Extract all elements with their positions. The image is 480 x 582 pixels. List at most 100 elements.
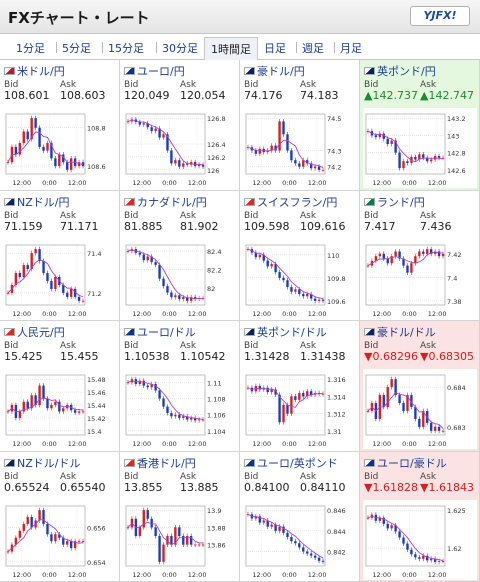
- candle-body: [306, 551, 309, 554]
- chart-svg: 71.4 71.2 12:00 0:00 12:00: [5, 244, 101, 318]
- plot-frame: [5, 374, 86, 436]
- pair-link[interactable]: 英ポンド/円: [364, 63, 436, 79]
- candle-body: [193, 162, 197, 166]
- rate-cell[interactable]: ランド/円 Bid Ask 7.417 7.436 7.42 7.4 7.38 12:00 0:0…: [360, 190, 480, 321]
- pair-link[interactable]: スイスフラン/円: [244, 194, 337, 210]
- y-tick-label: 1.104: [207, 428, 226, 436]
- x-tick-label: 0:00: [402, 310, 417, 318]
- candle-body: [306, 293, 309, 296]
- chart-svg: 0.846 0.844 0.842 12:00 0:00 12:00: [245, 505, 346, 579]
- candle-body: [54, 158, 57, 167]
- x-tick-label: 12:00: [308, 571, 327, 579]
- bid-label: Bid: [124, 80, 139, 90]
- bid-label: Bid: [4, 471, 19, 482]
- tab-7[interactable]: 月足: [340, 42, 362, 55]
- plot-frame: [5, 505, 86, 566]
- tab-6[interactable]: 週足: [302, 42, 324, 55]
- rate-cell[interactable]: 豪ドル/ドル Bid Ask ▼0.68296 ▼0.68305 0.684 0.683 12…: [360, 321, 480, 452]
- tab-1[interactable]: 5分足: [62, 42, 91, 55]
- rate-cell[interactable]: カナダドル/円 Bid Ask 81.885 81.902 82.4 82.2 82 12:00…: [120, 190, 240, 321]
- candle-body: [26, 131, 29, 140]
- rate-chart[interactable]: 143.2 143 142.8 142.6 12:00 0:00 12:00: [363, 108, 477, 188]
- rate-chart[interactable]: 15.48 15.46 15.44 15.42 15.4 12:00 0:00 12:00: [3, 369, 117, 449]
- ask-value: 0.84110: [300, 480, 346, 494]
- rate-chart[interactable]: 1.316 1.314 1.312 1.31 12:00 0:00 12:00: [243, 369, 357, 449]
- rate-chart[interactable]: 74.5 74.3 74.2 12:00 0:00 12:00: [243, 108, 357, 188]
- pair-name: NZドル/ドル: [17, 456, 81, 470]
- rate-cell[interactable]: ユーロ/円 Bid Ask 120.049 120.054 126.8 126.4 126.2…: [120, 60, 240, 191]
- candle-body: [382, 133, 385, 139]
- rate-cell[interactable]: 人民元/円 Bid Ask 15.425 15.455 15.48 15.46 15.44 15…: [0, 321, 120, 452]
- tab-3[interactable]: 30分足: [162, 42, 198, 55]
- bid-label: Bid: [244, 341, 259, 351]
- candle-body: [309, 553, 313, 556]
- rate-cell[interactable]: NZドル/円 Bid Ask 71.159 71.171 71.4 71.2 12:00 0:0…: [0, 190, 120, 321]
- rate-chart[interactable]: 0.846 0.844 0.842 12:00 0:00 12:00: [243, 499, 357, 580]
- rate-chart[interactable]: 126.8 126.4 126.2 126 12:00 0:00 12:00: [123, 108, 237, 188]
- pair-link[interactable]: ユーロ/ドル: [124, 324, 196, 340]
- tab-2[interactable]: 15分足: [108, 42, 144, 55]
- y-tick-label: 82.2: [207, 266, 221, 274]
- rate-cell[interactable]: 英ポンド/ドル Bid Ask 1.31428 1.31438 1.316 1.314 1.3…: [240, 321, 360, 452]
- candle-body: [254, 252, 258, 257]
- rate-cell[interactable]: NZドル/ドル Bid Ask 0.65524 0.65540 0.656 0.654 12:…: [0, 451, 120, 582]
- pair-link[interactable]: 豪ドル/円: [244, 63, 305, 79]
- tab-5[interactable]: 日足: [264, 42, 286, 55]
- candle-body: [270, 263, 273, 266]
- candle-body: [426, 248, 429, 254]
- rate-chart[interactable]: 110 109.8 109.6 12:00 0:00 12:00: [243, 238, 357, 319]
- candle-body: [278, 121, 281, 151]
- pair-link[interactable]: 英ポンド/ドル: [244, 324, 327, 340]
- x-tick-label: 12:00: [252, 179, 271, 187]
- pair-link[interactable]: NZドル/円: [4, 194, 69, 210]
- rate-chart[interactable]: 71.4 71.2 12:00 0:00 12:00: [3, 238, 117, 319]
- candle-body: [382, 395, 385, 407]
- candle-body: [6, 551, 10, 552]
- x-tick-label: 0:00: [42, 179, 57, 187]
- candle-body: [34, 248, 37, 253]
- pair-link[interactable]: 米ドル/円: [4, 63, 65, 79]
- candle-body: [286, 279, 289, 287]
- pair-link[interactable]: ユーロ/英ポンド: [244, 455, 338, 471]
- ask-label: Ask: [420, 341, 437, 351]
- rate-chart[interactable]: 108.8 108.6 12:00 0:00 12:00: [3, 108, 117, 188]
- candle-body: [422, 250, 425, 254]
- rate-chart[interactable]: 0.684 0.683 12:00 0:00 12:00: [363, 369, 477, 449]
- chart-svg: 13.9 13.88 13.86 12:00 0:00 12:00: [125, 505, 226, 579]
- pair-link[interactable]: ユーロ/円: [124, 63, 185, 79]
- flag-icon: [364, 67, 375, 75]
- candle-body: [313, 166, 317, 169]
- candle-body: [46, 272, 49, 281]
- pair-link[interactable]: 豪ドル/ドル: [364, 324, 436, 340]
- ask-value: 81.902: [180, 219, 219, 233]
- pair-link[interactable]: ユーロ/豪ドル: [364, 455, 447, 471]
- rate-cell[interactable]: 英ポンド/円 Bid Ask ▲142.737 ▲142.747 143.2 143 142.…: [360, 60, 480, 191]
- rate-chart[interactable]: 1.11 1.108 1.106 1.104 12:00 0:00 12:00: [123, 369, 237, 449]
- candle-body: [42, 260, 45, 273]
- rate-cell[interactable]: 米ドル/円 Bid Ask 108.601 108.603 108.8 108.6 12:00…: [0, 60, 120, 191]
- pair-link[interactable]: 香港ドル/円: [124, 455, 196, 471]
- pair-link[interactable]: NZドル/ドル: [4, 455, 80, 471]
- bid-label: Bid: [4, 210, 19, 221]
- rate-cell[interactable]: ユーロ/豪ドル Bid Ask ▼1.61828 ▼1.61843 1.625 1.62 12…: [360, 451, 480, 582]
- x-tick-label: 12:00: [188, 310, 207, 318]
- candle-body: [402, 258, 405, 266]
- yjfx-logo[interactable]: YJFX!: [410, 6, 470, 26]
- pair-link[interactable]: ランド/円: [364, 194, 425, 210]
- candle-body: [62, 537, 65, 545]
- rate-cell[interactable]: 豪ドル/円 Bid Ask 74.176 74.183 74.5 74.3 74.2 12:00…: [240, 60, 360, 191]
- rate-cell[interactable]: ユーロ/ドル Bid Ask 1.10538 1.10542 1.11 1.108 1.106…: [120, 321, 240, 452]
- rate-chart[interactable]: 13.9 13.88 13.86 12:00 0:00 12:00: [123, 499, 237, 580]
- pair-link[interactable]: 人民元/円: [4, 324, 65, 340]
- tab-0[interactable]: 1分足: [16, 42, 45, 55]
- rate-chart[interactable]: 82.4 82.2 82 12:00 0:00 12:00: [123, 238, 237, 319]
- rate-cell[interactable]: スイスフラン/円 Bid Ask 109.598 109.616 110 109.8 109.…: [240, 190, 360, 321]
- rate-cell[interactable]: 香港ドル/円 Bid Ask 13.855 13.885 13.9 13.88 13.86 12…: [120, 451, 240, 582]
- pair-link[interactable]: カナダドル/円: [124, 194, 207, 210]
- rate-chart[interactable]: 1.625 1.62 12:00 0:00 12:00: [363, 499, 477, 580]
- rate-cell[interactable]: ユーロ/英ポンド Bid Ask 0.84100 0.84110 0.846 0.844 0.…: [240, 451, 360, 582]
- rate-chart[interactable]: 7.42 7.4 7.38 12:00 0:00 12:00: [363, 238, 477, 319]
- candle-body: [429, 159, 433, 162]
- tab-4[interactable]: 1時間足: [204, 37, 258, 60]
- rate-chart[interactable]: 0.656 0.654 12:00 0:00 12:00: [3, 499, 117, 580]
